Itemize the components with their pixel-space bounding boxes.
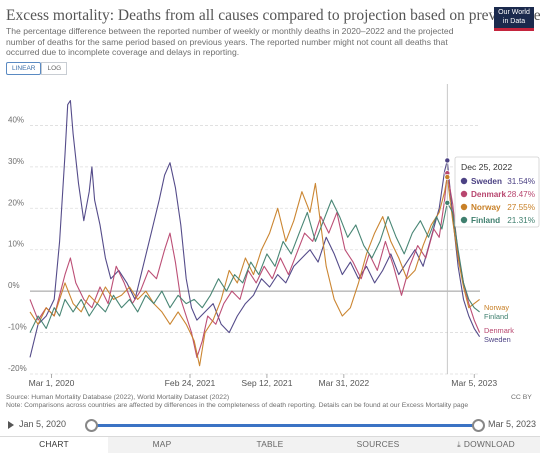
tooltip-swatch bbox=[460, 203, 468, 211]
x-tick-label: Mar 5, 2023 bbox=[451, 378, 497, 388]
note-text: Note: Comparisons across countries are a… bbox=[6, 402, 469, 409]
log-scale-button[interactable]: LOG bbox=[41, 62, 68, 75]
tab-chart[interactable]: CHART bbox=[0, 437, 108, 453]
source-text: Source: Human Mortality Database (2022),… bbox=[6, 394, 230, 401]
license-link[interactable]: CC BY bbox=[511, 394, 532, 401]
timeline-end-label: Mar 5, 2023 bbox=[488, 419, 537, 429]
timeline: Jan 5, 2020 Mar 5, 2023 bbox=[0, 416, 540, 434]
logo-line-2: in Data bbox=[502, 17, 526, 25]
tooltip-value: 27.55% bbox=[507, 203, 535, 212]
hover-point-sweden bbox=[444, 157, 451, 164]
x-tick-label: Mar 31, 2022 bbox=[319, 378, 370, 388]
series-line-norway bbox=[29, 176, 480, 367]
y-tick-label: 30% bbox=[8, 157, 24, 166]
timeline-end-handle[interactable] bbox=[472, 419, 485, 432]
linear-scale-button[interactable]: LINEAR bbox=[6, 62, 42, 75]
timeline-start-handle[interactable] bbox=[85, 419, 98, 432]
y-tick-label: 10% bbox=[8, 240, 24, 249]
download-icon: ⤓ bbox=[457, 440, 461, 449]
tooltip-box bbox=[454, 156, 540, 228]
tooltip-value: 28.47% bbox=[507, 190, 535, 199]
series-line-finland bbox=[29, 199, 480, 333]
owid-logo[interactable]: Our World in Data bbox=[494, 7, 534, 31]
tooltip-swatch bbox=[460, 216, 468, 224]
x-tick-label: Sep 12, 2021 bbox=[241, 378, 292, 388]
scale-toggle: LINEAR LOG bbox=[6, 62, 68, 75]
chart-subtitle: The percentage difference between the re… bbox=[6, 26, 454, 58]
hover-point-norway bbox=[444, 174, 451, 181]
end-label-finland: Finland bbox=[484, 312, 508, 321]
series-line-sweden bbox=[29, 100, 481, 358]
tooltip-name: Norway bbox=[471, 203, 501, 212]
x-tick-label: Feb 24, 2021 bbox=[165, 378, 216, 388]
series-line-denmark bbox=[29, 172, 481, 358]
chart-title: Excess mortality: Deaths from all causes… bbox=[6, 7, 540, 24]
source-note: Source: Human Mortality Database (2022),… bbox=[6, 394, 486, 410]
tab-sources[interactable]: SOURCES bbox=[356, 439, 400, 449]
tooltip-value: 31.54% bbox=[507, 177, 535, 186]
x-tick-label: Mar 1, 2020 bbox=[29, 378, 75, 388]
tooltip-date: Dec 25, 2022 bbox=[461, 162, 512, 172]
tooltip-swatch bbox=[460, 190, 468, 198]
y-tick-label: 0% bbox=[8, 281, 20, 290]
line-chart: -20% -10% 0% 10% 20% 30% 40% Mar 1, 2020 Feb 24,… bbox=[8, 84, 540, 388]
tab-map[interactable]: MAP bbox=[152, 439, 172, 449]
timeline-track[interactable] bbox=[90, 424, 477, 427]
tooltip-name: Sweden bbox=[471, 177, 502, 186]
hover-point-finland bbox=[444, 199, 451, 206]
tooltip-value: 21.31% bbox=[507, 216, 535, 225]
y-tick-label: -20% bbox=[8, 364, 27, 373]
play-icon[interactable] bbox=[8, 421, 14, 429]
y-tick-label: 20% bbox=[8, 198, 24, 207]
tab-table[interactable]: TABLE bbox=[256, 439, 284, 449]
end-label-denmark: Denmark bbox=[484, 326, 514, 335]
timeline-start-label: Jan 5, 2020 bbox=[19, 419, 67, 429]
tooltip-name: Finland bbox=[471, 216, 500, 225]
tab-download[interactable]: ⤓ DOWNLOAD bbox=[432, 437, 540, 453]
y-tick-label: 40% bbox=[8, 115, 24, 124]
bottom-tabs: CHART MAP TABLE SOURCES ⤓ DOWNLOAD bbox=[0, 436, 540, 453]
end-label-norway: Norway bbox=[484, 303, 509, 312]
y-tick-label: -10% bbox=[8, 323, 27, 332]
end-label-sweden: Sweden bbox=[484, 335, 511, 344]
download-label: DOWNLOAD bbox=[463, 439, 515, 449]
tooltip-swatch bbox=[460, 177, 468, 185]
logo-line-1: Our World bbox=[498, 9, 530, 16]
tooltip-name: Denmark bbox=[471, 190, 506, 199]
